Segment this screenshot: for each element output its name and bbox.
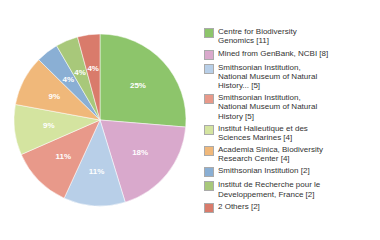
svg-text:11%: 11% (55, 152, 71, 161)
html-text:Centre for Biodiversity Genomi: Centre for Biodiversity Genomics [11] (218, 27, 297, 46)
svg-text:18%: 18% (132, 148, 148, 157)
svg-text:4%: 4% (63, 75, 75, 84)
svg-text:9%: 9% (48, 92, 60, 101)
svg-text:4%: 4% (87, 64, 99, 73)
html-text:Academia Sinica, Biodiversity: Academia Sinica, Biodiversity Research C… (218, 145, 323, 164)
svg-text:11%: 11% (89, 167, 105, 176)
html-text:Mined from GenBank, NCBI [8]: Mined from GenBank, NCBI [8] (218, 48, 329, 58)
svg-text:25%: 25% (130, 81, 146, 90)
html-text:Smithsonian Institution [2]: Smithsonian Institution [2] (218, 166, 310, 176)
svg-text:4%: 4% (74, 68, 86, 77)
svg-text:9%: 9% (43, 121, 55, 130)
html-text:Smithsonian Institution, Natio: Smithsonian Institution, National Museum… (218, 93, 318, 121)
html-text:Institut Halieutique et des Sc: Institut Halieutique et des Sciences Mar… (218, 123, 308, 142)
html-text:Institut de Recherche pour le: Institut de Recherche pour le Developpem… (218, 180, 321, 199)
html-text:2 Others [2]: 2 Others [2] (218, 201, 260, 211)
html-text:Smithsonian Institution, Natio: Smithsonian Institution, National Museum… (218, 62, 318, 90)
